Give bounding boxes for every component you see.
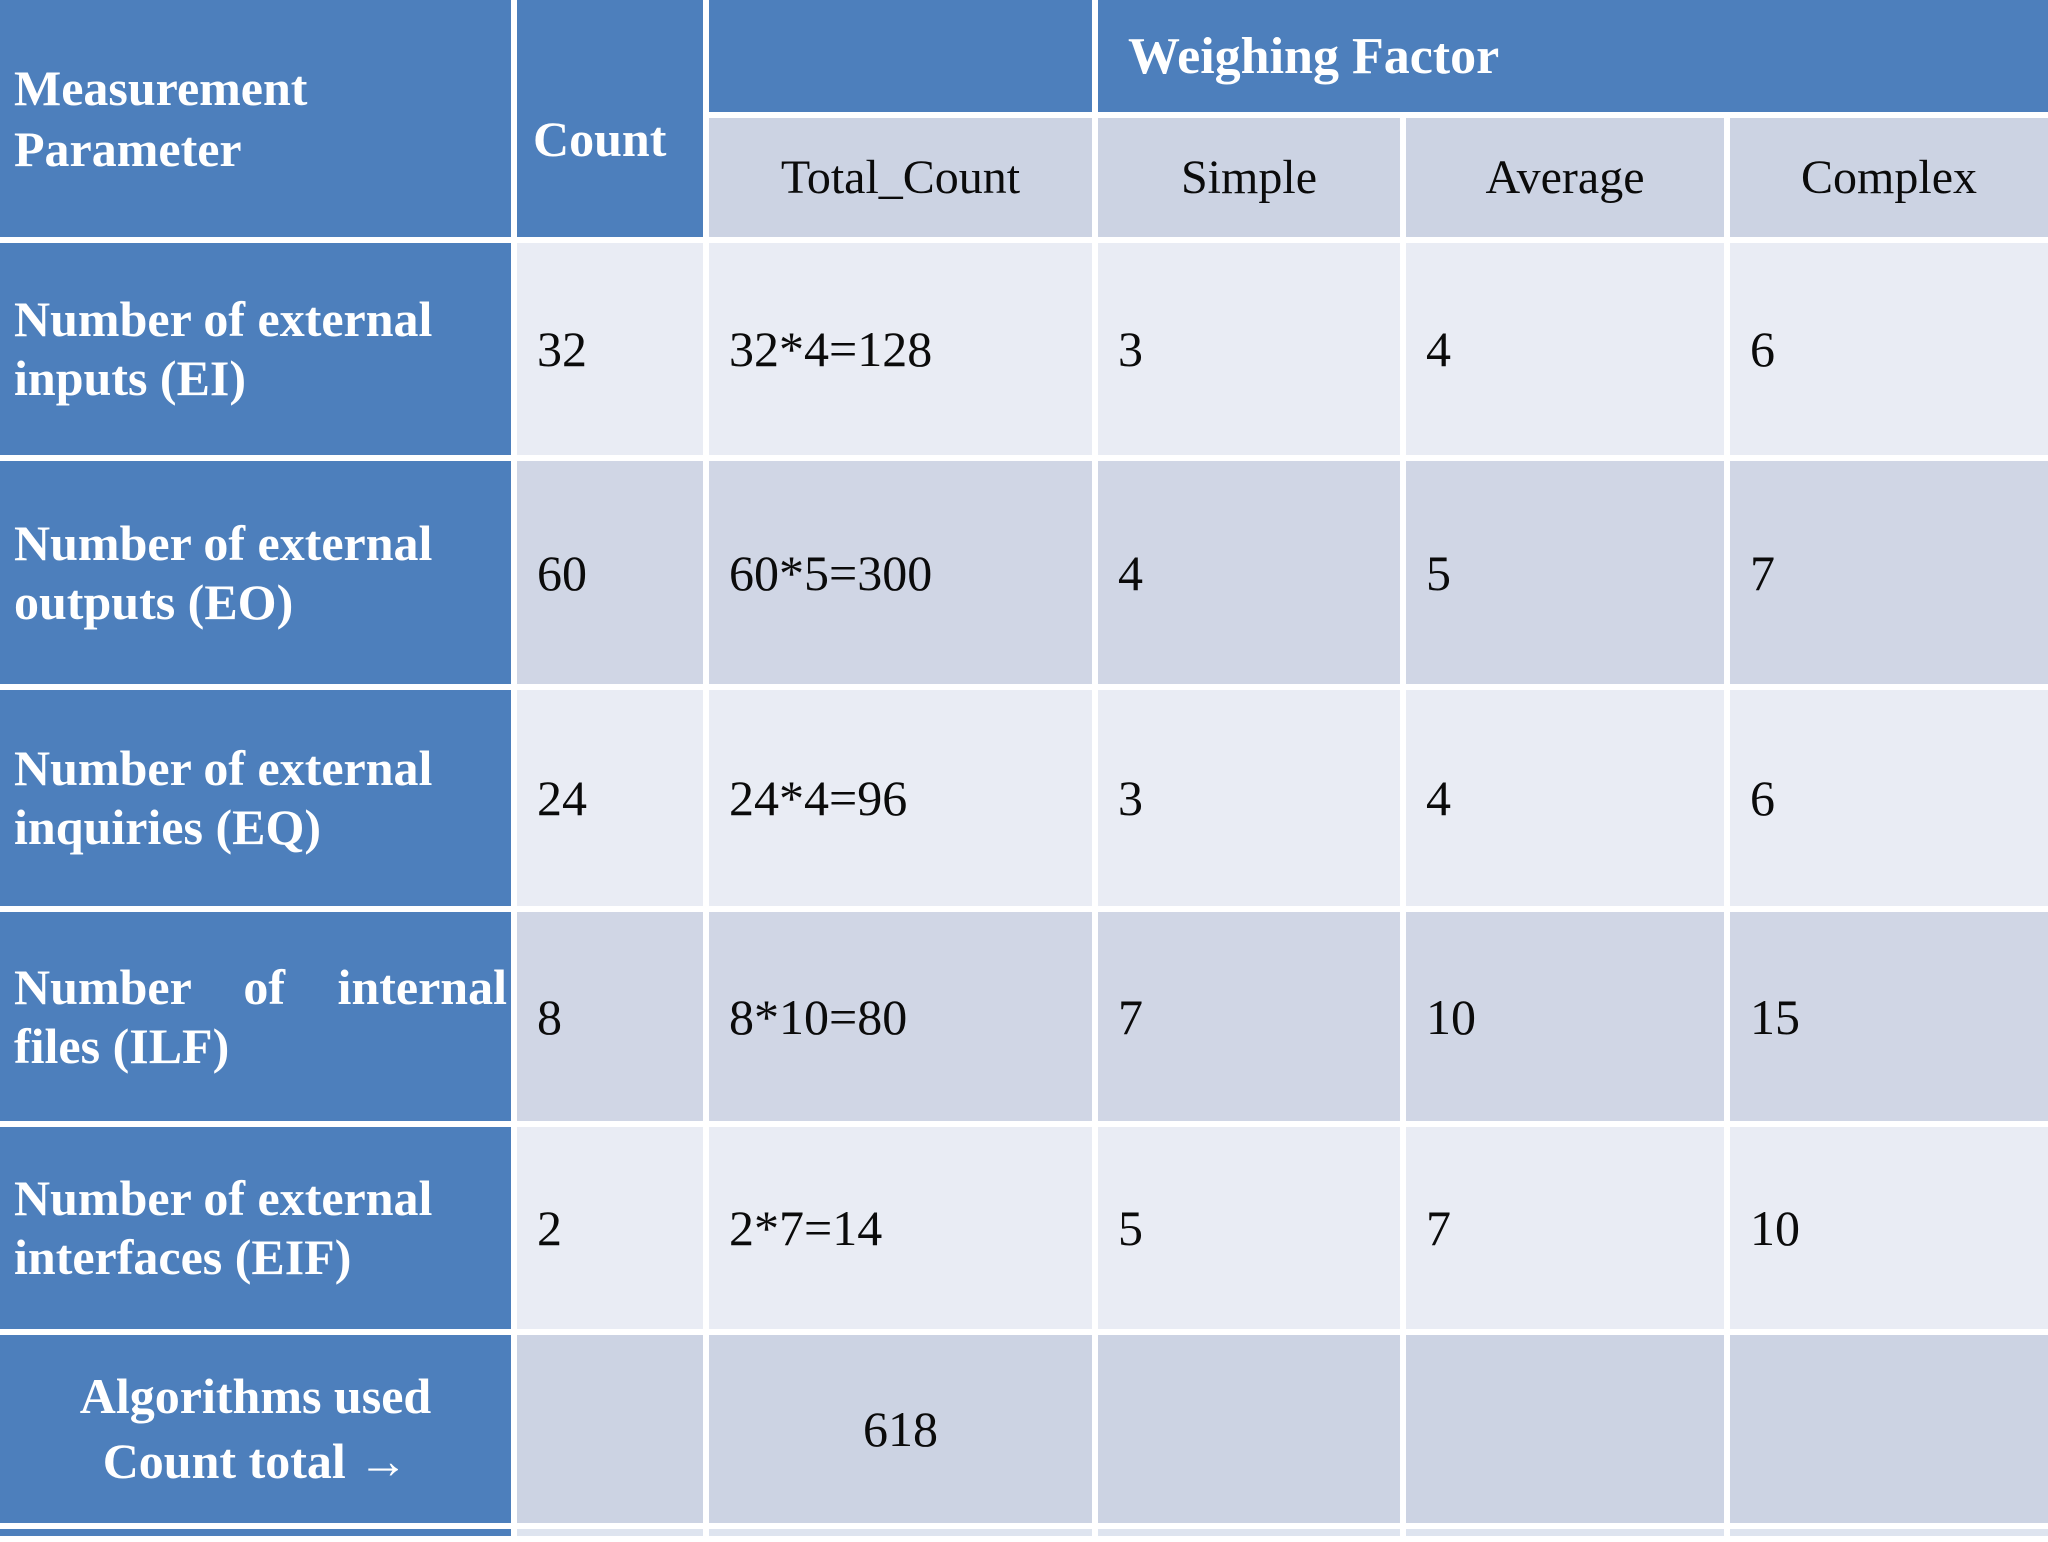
row-label-eq-line1: Number of external (14, 740, 433, 796)
cell-eo-count: 60 (517, 461, 703, 684)
cell-ilf-average: 10 (1406, 912, 1724, 1121)
row-label-ei: Number of external inputs (EI) (0, 243, 511, 455)
cell-eif-complex: 10 (1730, 1127, 2048, 1329)
cell-eif-total-count: 2*7=14 (709, 1127, 1092, 1329)
cell-ei-simple: 3 (1098, 243, 1400, 455)
header-row-2: Total_Count Simple Average Complex (0, 118, 2048, 237)
table-row-eif: Number of external interfaces (EIF) 2 2*… (0, 1127, 2048, 1329)
cell-ilf-total-count: 8*10=80 (709, 912, 1092, 1121)
bottom-edge-col3 (709, 1529, 1092, 1536)
row-label-eo: Number of external outputs (EO) (0, 461, 511, 684)
table-row-ei: Number of external inputs (EI) 32 32*4=1… (0, 243, 2048, 455)
cell-eo-complex: 7 (1730, 461, 2048, 684)
footer-label-line2: Count total → (102, 1433, 409, 1489)
cell-total-complex (1730, 1335, 2048, 1523)
cell-total-average (1406, 1335, 1724, 1523)
header-simple: Simple (1098, 118, 1400, 237)
row-label-ei-line1: Number of external (14, 291, 433, 347)
bottom-edge-col6 (1730, 1529, 2048, 1536)
row-label-ei-line2: inputs (EI) (14, 350, 247, 406)
cell-eo-simple: 4 (1098, 461, 1400, 684)
table-row-eq: Number of external inquiries (EQ) 24 24*… (0, 690, 2048, 906)
cell-ilf-simple: 7 (1098, 912, 1400, 1121)
cell-eq-average: 4 (1406, 690, 1724, 906)
cell-ei-average: 4 (1406, 243, 1724, 455)
cell-eo-total-count: 60*5=300 (709, 461, 1092, 684)
header-total-count: Total_Count (709, 118, 1092, 237)
header-measurement-line1: Measurement (14, 59, 308, 116)
table-bottom-edge (0, 1529, 2048, 1536)
cell-eq-total-count: 24*4=96 (709, 690, 1092, 906)
cell-eif-count: 2 (517, 1127, 703, 1329)
row-label-eq-line2: inquiries (EQ) (14, 799, 321, 855)
table-row-eo: Number of external outputs (EO) 60 60*5=… (0, 461, 2048, 684)
cell-grand-total: 618 (709, 1335, 1092, 1523)
bottom-edge-col1 (0, 1529, 511, 1536)
row-label-ilf: Number of internal files (ILF) (0, 912, 511, 1121)
header-blank-cell (709, 0, 1092, 112)
cell-ei-total-count: 32*4=128 (709, 243, 1092, 455)
header-measurement-parameter: Measurement Parameter (0, 0, 511, 237)
cell-eif-average: 7 (1406, 1127, 1724, 1329)
header-weighing-factor: Weighing Factor (1098, 0, 2048, 112)
cell-total-count-col (517, 1335, 703, 1523)
cell-eq-complex: 6 (1730, 690, 2048, 906)
row-label-eif-line1: Number of external (14, 1170, 433, 1226)
bottom-edge-col5 (1406, 1529, 1724, 1536)
row-label-eq: Number of external inquiries (EQ) (0, 690, 511, 906)
row-label-eo-line1: Number of external (14, 514, 433, 571)
row-label-ilf-line2: files (ILF) (14, 1017, 230, 1074)
header-count: Count (517, 0, 703, 237)
cell-eif-simple: 5 (1098, 1127, 1400, 1329)
footer-label-line1: Algorithms used (79, 1368, 432, 1424)
cell-ei-complex: 6 (1730, 243, 2048, 455)
header-row-1: Measurement Parameter Count Weighing Fac… (0, 0, 2048, 237)
cell-ilf-count: 8 (517, 912, 703, 1121)
header-measurement-line2: Parameter (14, 120, 242, 177)
cell-total-simple (1098, 1335, 1400, 1523)
row-label-eif: Number of external interfaces (EIF) (0, 1127, 511, 1329)
cell-eo-average: 5 (1406, 461, 1724, 684)
table-row-ilf: Number of internal files (ILF) 8 8*10=80… (0, 912, 2048, 1121)
cell-eq-count: 24 (517, 690, 703, 906)
bottom-edge-col2 (517, 1529, 703, 1536)
footer-label: Algorithms used Count total → (0, 1335, 511, 1523)
cell-ilf-complex: 15 (1730, 912, 2048, 1121)
row-label-eif-line2: interfaces (EIF) (14, 1229, 352, 1285)
bottom-edge-col4 (1098, 1529, 1400, 1536)
table-row-total: Algorithms used Count total → 618 (0, 1335, 2048, 1523)
row-label-ilf-line1: Number of internal (14, 958, 507, 1015)
cell-ei-count: 32 (517, 243, 703, 455)
row-label-eo-line2: outputs (EO) (14, 573, 294, 630)
header-complex: Complex (1730, 118, 2048, 237)
header-average: Average (1406, 118, 1724, 237)
cell-eq-simple: 3 (1098, 690, 1400, 906)
